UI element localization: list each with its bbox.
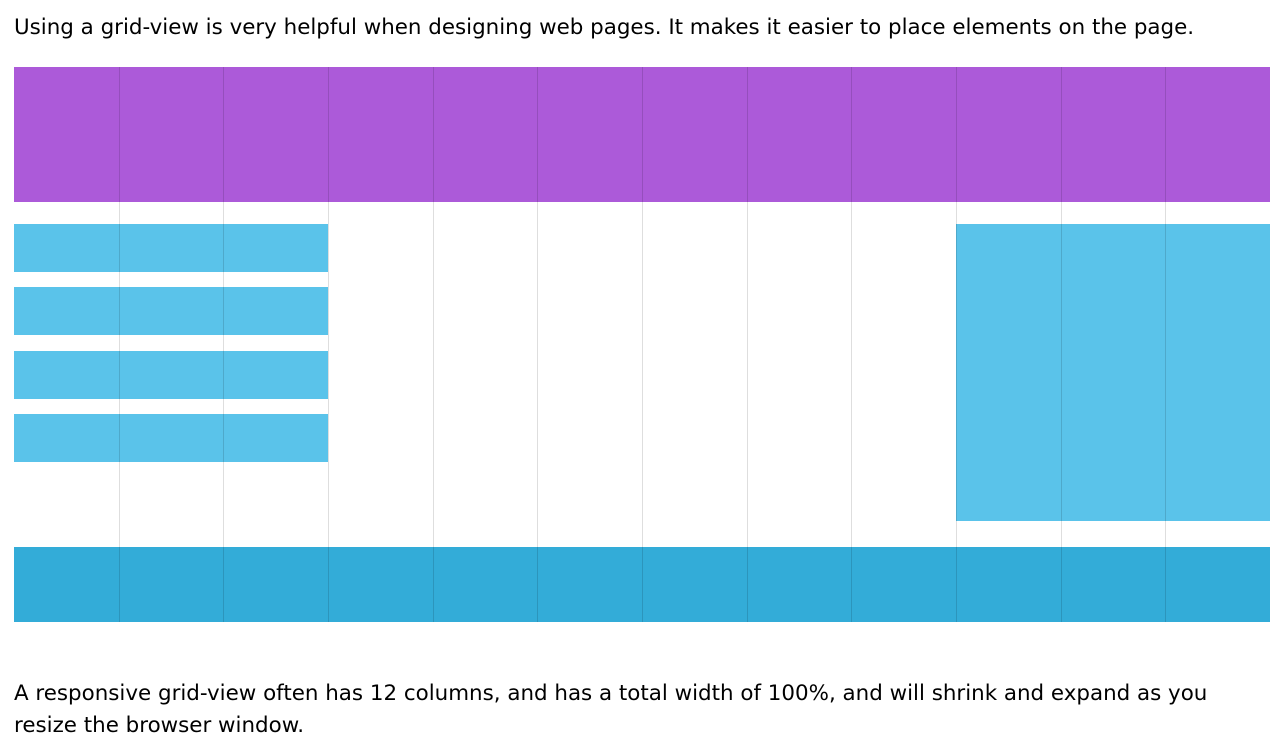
grid-menu-item-1 xyxy=(14,224,328,272)
grid-header-block xyxy=(14,67,1270,202)
grid-menu-item-4 xyxy=(14,414,328,462)
outro-paragraph: A responsive grid-view often has 12 colu… xyxy=(14,681,1208,738)
grid-menu-item-3 xyxy=(14,351,328,399)
grid-footer-block xyxy=(14,547,1270,622)
intro-paragraph: Using a grid-view is very helpful when d… xyxy=(14,15,1195,40)
grid-menu-item-2 xyxy=(14,287,328,335)
grid-aside-block xyxy=(956,224,1270,521)
grid-view-diagram xyxy=(14,67,1270,622)
